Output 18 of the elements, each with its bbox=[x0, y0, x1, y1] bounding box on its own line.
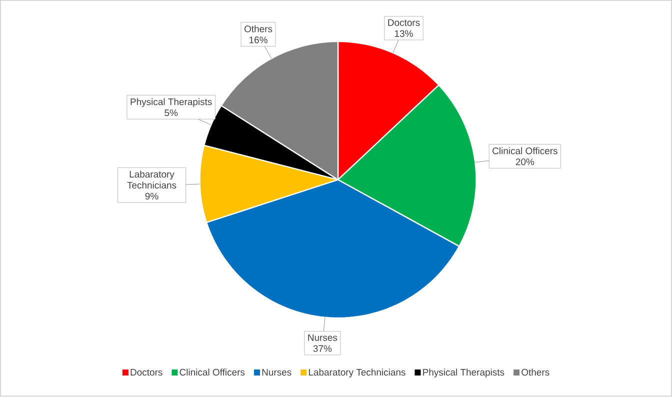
data-label: 9% bbox=[145, 193, 158, 200]
data-label: 5% bbox=[164, 110, 178, 116]
slice-label: Others bbox=[244, 26, 272, 33]
slice-label: Clinical Officers bbox=[492, 148, 558, 154]
legend-label: Others bbox=[522, 368, 550, 376]
legend-label: Labaratory Technicians bbox=[308, 368, 406, 378]
data-label: 37% bbox=[313, 345, 332, 352]
legend-label: Doctors bbox=[130, 369, 162, 376]
data-label: 16% bbox=[250, 36, 268, 44]
slice-label: Labaratory Technicians bbox=[127, 170, 176, 189]
legend-label: Nurses bbox=[262, 369, 292, 376]
slice-label: Doctors bbox=[388, 20, 420, 26]
legend-label: Clinical Officers bbox=[180, 368, 245, 376]
data-label: 20% bbox=[516, 158, 534, 166]
legend-label: Physical Therapists bbox=[423, 368, 504, 378]
slice-label: Physical Therapists bbox=[130, 98, 212, 108]
slice-label: Nurses bbox=[308, 334, 338, 342]
data-label: 13% bbox=[394, 30, 413, 38]
